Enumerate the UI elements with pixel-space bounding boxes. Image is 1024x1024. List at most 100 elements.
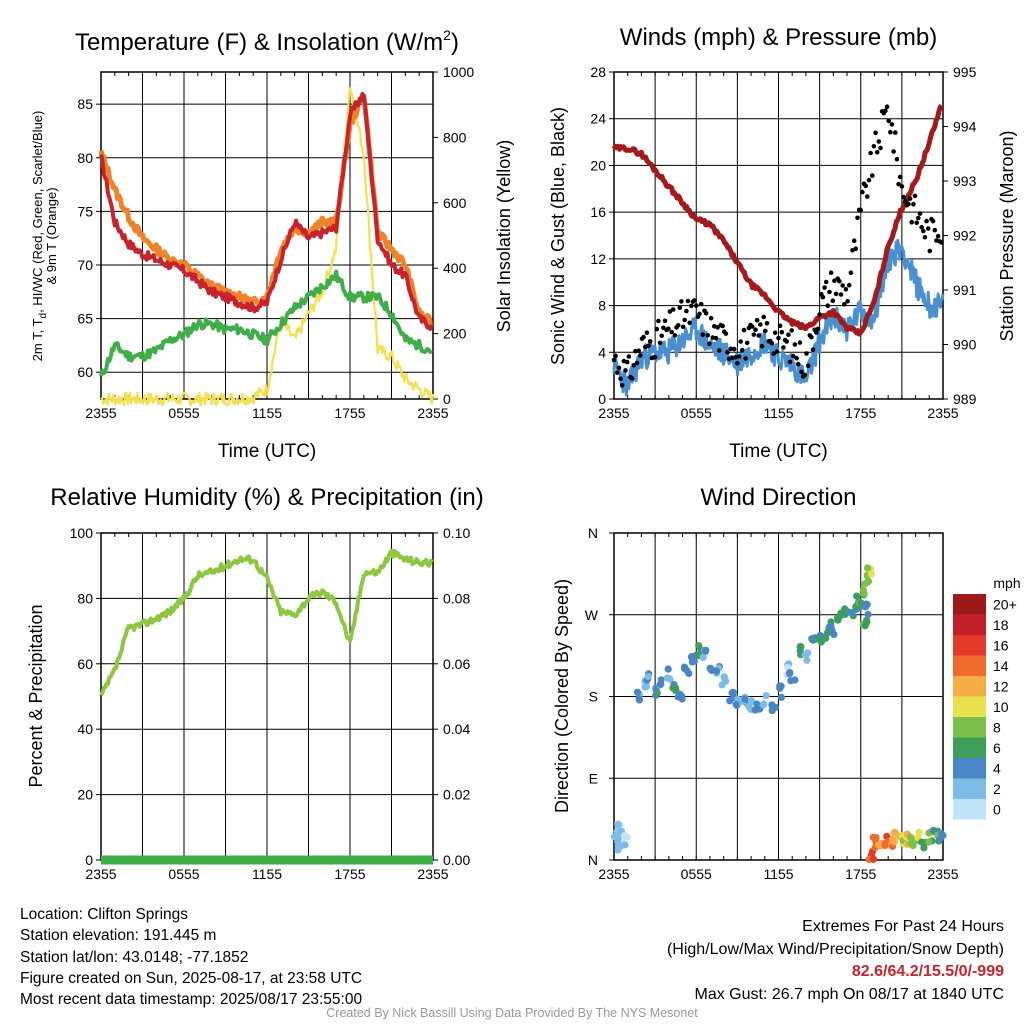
- extremes-values: 82.6/64.2/15.5/0/-999: [851, 963, 1004, 980]
- gust-point: [631, 363, 636, 368]
- x-tick-label: 2355: [927, 866, 958, 882]
- gust-point: [912, 193, 918, 199]
- gust-point: [791, 353, 796, 359]
- gust-point: [619, 383, 625, 388]
- gust-point: [753, 327, 758, 333]
- gust-point: [820, 294, 826, 300]
- gust-point: [705, 333, 711, 338]
- x-tick-label: 1755: [845, 405, 876, 421]
- direction-tick-label: N: [588, 852, 598, 868]
- colorbar-label: 4: [993, 760, 1001, 776]
- gust-point: [935, 233, 941, 239]
- gust-point: [896, 181, 901, 187]
- gust-point: [769, 340, 775, 346]
- colorbar-label: 12: [993, 678, 1009, 694]
- gust-point: [823, 279, 829, 285]
- gust-point: [725, 350, 730, 355]
- gust-point: [863, 183, 868, 189]
- gust-point: [797, 340, 803, 345]
- humidity-panel: 0 20 40 60 80 100 0.00 0.02 0.04 0.06 0.08 0.10 2355…: [26, 484, 484, 882]
- gust-point: [809, 334, 814, 340]
- colorbar-label: 2: [993, 781, 1001, 797]
- gust-point: [855, 215, 860, 221]
- direction-point: [664, 665, 672, 673]
- gust-point: [868, 150, 873, 156]
- gust-point: [843, 287, 849, 292]
- y-tick-label: 4: [598, 344, 606, 360]
- t2m-line: [99, 92, 434, 331]
- direction-tick-label: S: [589, 689, 598, 705]
- colorbar-label: 20+: [993, 596, 1017, 612]
- direction-point: [699, 653, 707, 662]
- gust-point: [667, 309, 673, 314]
- gust-point: [708, 315, 714, 321]
- latlon-text: Station lat/lon: 43.0148; -77.1852: [20, 948, 249, 966]
- gust-point: [751, 332, 757, 337]
- gust-point: [828, 270, 834, 276]
- y2-tick-label: 200: [443, 326, 467, 342]
- direction-title: Wind Direction: [700, 484, 856, 511]
- y-tick-label: 24: [590, 111, 606, 127]
- winds-xlabel: Time (UTC): [729, 441, 828, 462]
- direction-point: [776, 682, 784, 690]
- direction-point: [657, 676, 665, 684]
- gust-point: [728, 346, 734, 352]
- colorbar-label: 0: [993, 801, 1001, 817]
- direction-point: [863, 564, 872, 572]
- direction-point: [712, 667, 721, 675]
- gust-point: [840, 283, 845, 288]
- y-tick-label: 40: [77, 721, 93, 737]
- gust-point: [613, 353, 618, 359]
- gust-point: [866, 177, 872, 183]
- gust-point: [697, 311, 702, 317]
- y-tick-label: 0: [598, 391, 606, 407]
- gust-point: [764, 321, 770, 326]
- gust-point: [871, 143, 877, 149]
- gust-point: [669, 329, 674, 335]
- x-tick-label: 1755: [845, 866, 876, 882]
- y2-tick-label: 0.06: [443, 656, 470, 672]
- gust-point: [629, 376, 635, 381]
- gust-point: [827, 289, 832, 295]
- direction-point: [890, 838, 898, 846]
- y-tick-label: 85: [77, 96, 93, 112]
- gust-point: [799, 369, 804, 375]
- gust-point: [838, 292, 844, 297]
- credit-line: Created By Nick Bassill Using Data Provi…: [326, 1006, 698, 1020]
- gust-point: [894, 156, 900, 162]
- colorbar-label: 8: [993, 719, 1001, 735]
- gust-point: [662, 318, 668, 324]
- colorbar-swatch: [953, 696, 986, 717]
- y-tick-label: 12: [590, 251, 606, 267]
- gust-point: [698, 301, 704, 307]
- colorbar-swatch: [953, 655, 986, 676]
- x-tick-label: 2355: [927, 405, 958, 421]
- gust-point: [611, 357, 617, 363]
- gust-point: [784, 339, 789, 344]
- gust-point: [858, 207, 863, 213]
- gust-point: [685, 298, 691, 304]
- gust-point: [921, 228, 926, 234]
- gust-point: [851, 238, 857, 243]
- x-tick-label: 1155: [252, 866, 282, 882]
- gust-point: [925, 226, 931, 231]
- gust-point: [735, 361, 740, 366]
- gust-point: [687, 320, 692, 326]
- gust-point: [837, 279, 842, 284]
- direction-point: [937, 830, 945, 838]
- x-tick-label: 2355: [85, 405, 116, 421]
- y-tick-label: 65: [77, 311, 93, 327]
- y-tick-label: 16: [590, 204, 606, 220]
- direction-point: [745, 702, 753, 711]
- gust-point: [682, 317, 687, 323]
- gust-point: [672, 333, 678, 338]
- gust-point: [715, 325, 720, 330]
- gust-point: [927, 248, 933, 254]
- y2-tick-label: 993: [953, 173, 977, 189]
- gust-point: [911, 201, 916, 207]
- gust-point: [771, 351, 776, 356]
- direction-point: [762, 692, 770, 700]
- gust-point: [661, 325, 666, 331]
- direction-point: [860, 590, 868, 598]
- gust-point: [878, 145, 883, 151]
